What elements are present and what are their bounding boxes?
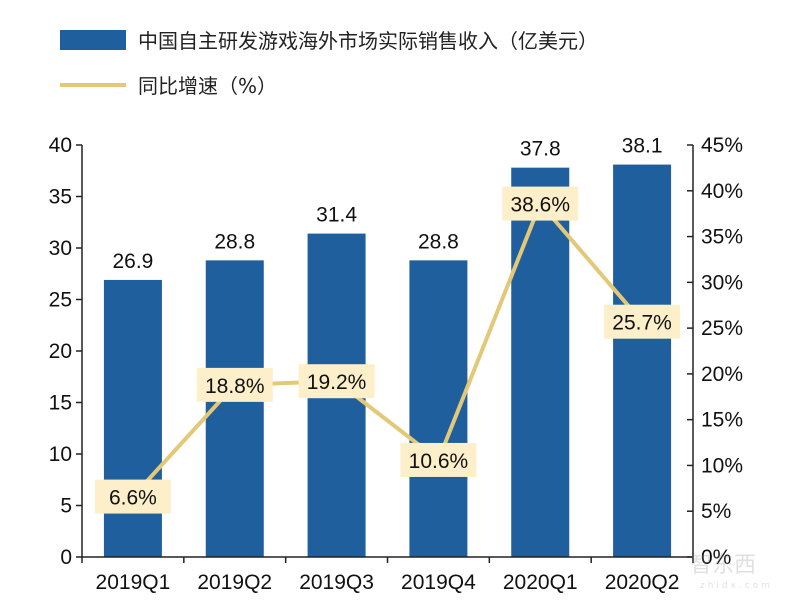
growth-label-box — [196, 367, 273, 402]
growth-data-label: 18.8% — [205, 375, 265, 398]
x-tick-label: 2020Q1 — [503, 571, 578, 594]
growth-label-box — [604, 304, 681, 339]
watermark: 智东西 zhidx.com — [690, 553, 773, 591]
left-tick-label: 5 — [60, 495, 72, 518]
growth-data-label: 19.2% — [307, 371, 367, 394]
growth-data-label: 25.7% — [612, 312, 672, 335]
right-tick-label: 35% — [701, 226, 743, 249]
growth-label-box — [400, 442, 477, 477]
left-tick-label: 35 — [49, 186, 72, 209]
growth-label-box — [298, 364, 375, 399]
bar-data-label: 37.8 — [520, 138, 561, 161]
right-tick-label: 40% — [701, 180, 743, 203]
x-tick-label: 2019Q4 — [401, 571, 476, 594]
right-tick-label: 30% — [701, 271, 743, 294]
growth-data-label: 6.6% — [109, 487, 157, 510]
left-tick-label: 25 — [49, 289, 72, 312]
right-tick-label: 45% — [701, 134, 743, 157]
legend-label-bar: 中国自主研发游戏海外市场实际销售收入（亿美元） — [138, 29, 598, 53]
watermark-url: zhidx.com — [700, 581, 773, 591]
left-tick-label: 10 — [49, 443, 72, 466]
right-tick-label: 5% — [701, 500, 731, 523]
right-tick-label: 25% — [701, 317, 743, 340]
x-tick-label: 2019Q2 — [197, 571, 272, 594]
bar-data-label: 38.1 — [622, 135, 663, 158]
left-tick-label: 40 — [49, 134, 72, 157]
bar-data-label: 26.9 — [112, 250, 153, 273]
x-tick-label: 2019Q3 — [299, 571, 374, 594]
left-tick-label: 0 — [60, 546, 72, 569]
x-tick-label: 2019Q1 — [96, 571, 171, 594]
growth-data-label: 10.6% — [409, 450, 469, 473]
bar-data-label: 28.8 — [214, 230, 255, 253]
right-tick-label: 10% — [701, 454, 743, 477]
watermark-logo: 智东西 — [690, 553, 756, 578]
left-tick-label: 15 — [49, 392, 72, 415]
bar-data-label: 28.8 — [418, 230, 459, 253]
bar — [103, 279, 162, 557]
bar — [511, 167, 570, 557]
x-tick-label: 2020Q2 — [605, 571, 680, 594]
growth-line — [131, 199, 644, 498]
legend: 中国自主研发游戏海外市场实际销售收入（亿美元） 同比增速（%） — [60, 29, 598, 98]
legend-label-line: 同比增速（%） — [138, 74, 277, 98]
growth-label-box — [502, 186, 579, 221]
right-tick-label: 20% — [701, 363, 743, 386]
left-tick-label: 20 — [49, 340, 72, 363]
growth-label-box — [94, 479, 171, 514]
left-tick-label: 30 — [49, 237, 72, 260]
growth-data-label: 38.6% — [510, 194, 570, 217]
bar-data-label: 31.4 — [316, 204, 357, 227]
bar — [613, 164, 672, 557]
right-tick-label: 0% — [701, 546, 731, 569]
legend-swatch-bar — [60, 30, 126, 50]
right-tick-label: 15% — [701, 409, 743, 432]
